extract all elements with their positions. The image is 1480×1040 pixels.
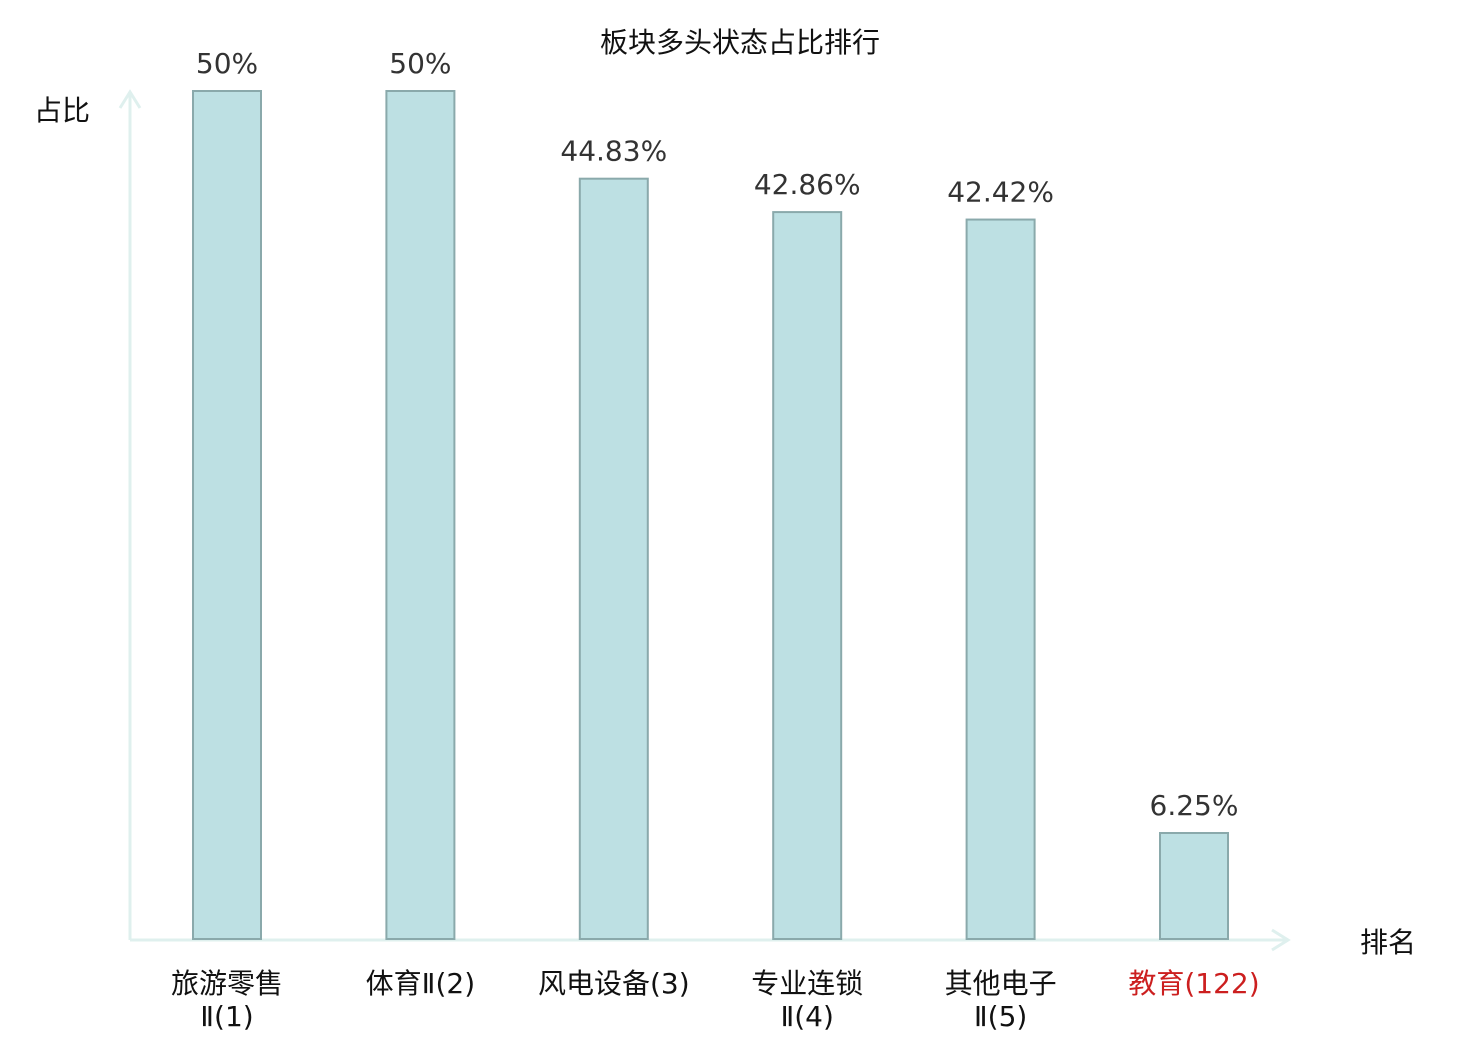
tick-label-4-line-1: 专业连锁: [751, 967, 863, 1000]
tick-label-2-line-1: 体育Ⅱ(2): [366, 967, 475, 1000]
tick-label-6-line-1: 教育(122): [1128, 967, 1259, 1000]
tick-label-3-line-1: 风电设备(3): [538, 967, 690, 1000]
value-labels-group: 50% 50% 44.83% 42.86% 42.42% 6.25%: [196, 47, 1239, 822]
y-axis-label: 占比: [34, 94, 90, 127]
tick-label-5-line-1: 其他电子: [945, 967, 1057, 1000]
x-axis-label: 排名: [1360, 926, 1416, 959]
tick-label-4-line-2: Ⅱ(4): [780, 1000, 833, 1033]
tick-label-1-line-1: 旅游零售: [171, 967, 283, 1000]
bars-group: [192, 90, 1229, 940]
bar-5: [965, 218, 1036, 940]
value-label-5: 42.42%: [947, 176, 1054, 209]
bar-2: [385, 90, 456, 940]
value-label-2: 50%: [389, 47, 451, 80]
tick-label-1-line-2: Ⅱ(1): [200, 1000, 253, 1033]
bar-3: [578, 177, 649, 940]
value-label-4: 42.86%: [754, 168, 861, 201]
chart-title: 板块多头状态占比排行: [600, 26, 880, 59]
tick-label-5-line-2: Ⅱ(5): [974, 1000, 1027, 1033]
bar-4: [772, 211, 843, 940]
value-label-1: 50%: [196, 47, 258, 80]
bar-1: [192, 90, 262, 940]
value-label-3: 44.83%: [560, 135, 667, 168]
bar-6: [1159, 832, 1229, 940]
y-axis-arrow-icon: [118, 89, 142, 109]
x-axis-arrow-icon: [1271, 928, 1291, 952]
value-label-6: 6.25%: [1150, 789, 1239, 822]
